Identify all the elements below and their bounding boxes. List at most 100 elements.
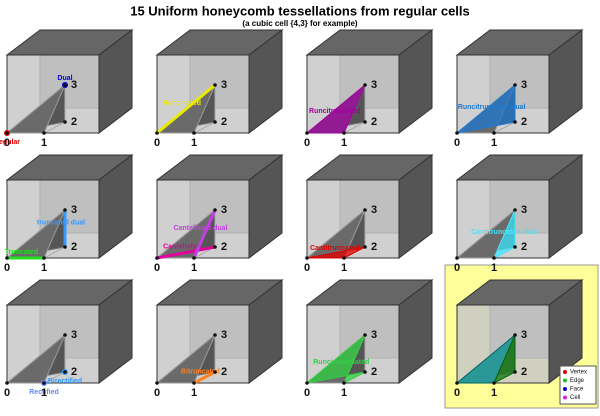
vertex-label: 2 bbox=[521, 366, 527, 378]
legend-dot bbox=[563, 387, 567, 391]
subtitle: (a cubic cell {4,3} for example) bbox=[242, 19, 357, 28]
vertex-label: 2 bbox=[371, 241, 377, 253]
vertex-dot bbox=[5, 381, 9, 385]
vertex-label: 1 bbox=[491, 262, 497, 274]
legend-dot bbox=[563, 378, 567, 383]
vertex-label: 2 bbox=[221, 116, 227, 128]
variant-label: Cantitruncated bbox=[310, 245, 359, 252]
vertex-label: 3 bbox=[221, 204, 227, 216]
vertex-dot bbox=[455, 256, 459, 260]
vertex-label: 2 bbox=[371, 366, 377, 378]
vertex-label: 3 bbox=[521, 329, 527, 341]
legend-dot bbox=[563, 370, 567, 374]
variant-label: Dual bbox=[57, 75, 72, 82]
vertex-dot bbox=[213, 83, 217, 87]
variant-label: Runcitruncated bbox=[309, 108, 360, 115]
vertex-dot bbox=[363, 333, 367, 337]
variant-label: Runcitruncated dual bbox=[458, 104, 526, 111]
vertex-label: 3 bbox=[71, 329, 77, 341]
variant-label: Regular bbox=[0, 139, 20, 146]
variant-label: Rectified bbox=[29, 389, 59, 396]
vertex-dot bbox=[63, 120, 67, 124]
vertex-label: 3 bbox=[71, 204, 77, 216]
vertex-label: 0 bbox=[454, 262, 460, 274]
vertex-label: 1 bbox=[341, 137, 347, 149]
vertex-label: 0 bbox=[454, 387, 460, 399]
variant-label: Cantellated bbox=[163, 243, 201, 250]
vertex-dot bbox=[363, 245, 367, 249]
vertex-dot bbox=[5, 256, 9, 260]
highlight-edge bbox=[156, 245, 216, 260]
highlight-edge bbox=[156, 83, 216, 135]
vertex-label: 0 bbox=[154, 137, 160, 149]
vertex-label: 0 bbox=[4, 387, 10, 399]
highlight-face bbox=[306, 246, 366, 259]
vertex-label: 1 bbox=[41, 137, 47, 149]
title: 15 Uniform honeycomb tessellations from … bbox=[130, 3, 470, 18]
vertex-dot bbox=[63, 370, 67, 374]
vertex-label: 0 bbox=[4, 262, 10, 274]
variant-label: Truncated bbox=[5, 249, 38, 256]
legend-label: Vertex bbox=[570, 370, 587, 376]
vertex-dot bbox=[192, 131, 196, 135]
vertex-dot bbox=[513, 245, 517, 249]
vertex-dot bbox=[42, 381, 46, 385]
vertex-label: 3 bbox=[371, 79, 377, 91]
highlight-edge bbox=[192, 209, 217, 259]
vertex-label: 3 bbox=[521, 204, 527, 216]
vertex-label: 1 bbox=[191, 137, 197, 149]
vertex-label: 1 bbox=[341, 262, 347, 274]
vertex-label: 2 bbox=[71, 366, 77, 378]
variant-label: Bitruncated bbox=[181, 368, 220, 375]
vertex-label: 2 bbox=[71, 116, 77, 128]
vertex-dot bbox=[192, 381, 196, 385]
variant-label: Birectified bbox=[48, 378, 82, 385]
vertex-label: 0 bbox=[154, 387, 160, 399]
vertex-label: 1 bbox=[491, 387, 497, 399]
vertex-label: 1 bbox=[41, 387, 47, 399]
variant-label: truncated dual bbox=[37, 219, 85, 226]
vertex-label: 0 bbox=[304, 137, 310, 149]
vertex-dot bbox=[455, 381, 459, 385]
variant-label: Runcicantellated bbox=[313, 359, 369, 366]
vertex-dot bbox=[305, 131, 309, 135]
vertex-dot bbox=[213, 208, 217, 212]
vertex-label: 2 bbox=[521, 241, 527, 253]
vertex-dot bbox=[363, 120, 367, 124]
vertex-label: 0 bbox=[304, 262, 310, 274]
vertex-label: 2 bbox=[71, 241, 77, 253]
vertex-dot bbox=[155, 256, 159, 260]
vertex-dot bbox=[513, 333, 517, 337]
vertex-label: 0 bbox=[4, 137, 10, 149]
vertex-dot bbox=[513, 208, 517, 212]
vertex-dot bbox=[492, 381, 496, 385]
vertex-dot bbox=[492, 256, 496, 260]
vertex-dot bbox=[363, 208, 367, 212]
variant-label: Cantellated dual bbox=[173, 225, 227, 232]
highlight-face bbox=[305, 84, 366, 134]
vertex-label: 1 bbox=[191, 262, 197, 274]
vertex-label: 1 bbox=[491, 137, 497, 149]
vertex-label: 3 bbox=[521, 79, 527, 91]
vertex-label: 3 bbox=[71, 79, 77, 91]
vertex-dot bbox=[42, 131, 46, 135]
vertex-dot bbox=[363, 370, 367, 374]
vertex-dot bbox=[513, 370, 517, 374]
highlight-edge bbox=[193, 370, 216, 385]
legend-dot bbox=[563, 395, 567, 400]
vertex-dot bbox=[513, 120, 517, 124]
vertex-dot bbox=[155, 381, 159, 385]
vertex-dot bbox=[63, 83, 67, 87]
legend-label: Edge bbox=[570, 378, 585, 384]
tetra-face bbox=[5, 334, 66, 384]
vertex-dot bbox=[63, 333, 67, 337]
vertex-label: 2 bbox=[221, 241, 227, 253]
vertex-dot bbox=[213, 333, 217, 337]
vertex-dot bbox=[492, 131, 496, 135]
vertex-dot bbox=[42, 256, 46, 260]
vertex-label: 0 bbox=[304, 387, 310, 399]
variant-label: Cantitruncated dual bbox=[471, 229, 537, 236]
vertex-label: 3 bbox=[221, 329, 227, 341]
vertex-label: 0 bbox=[154, 262, 160, 274]
